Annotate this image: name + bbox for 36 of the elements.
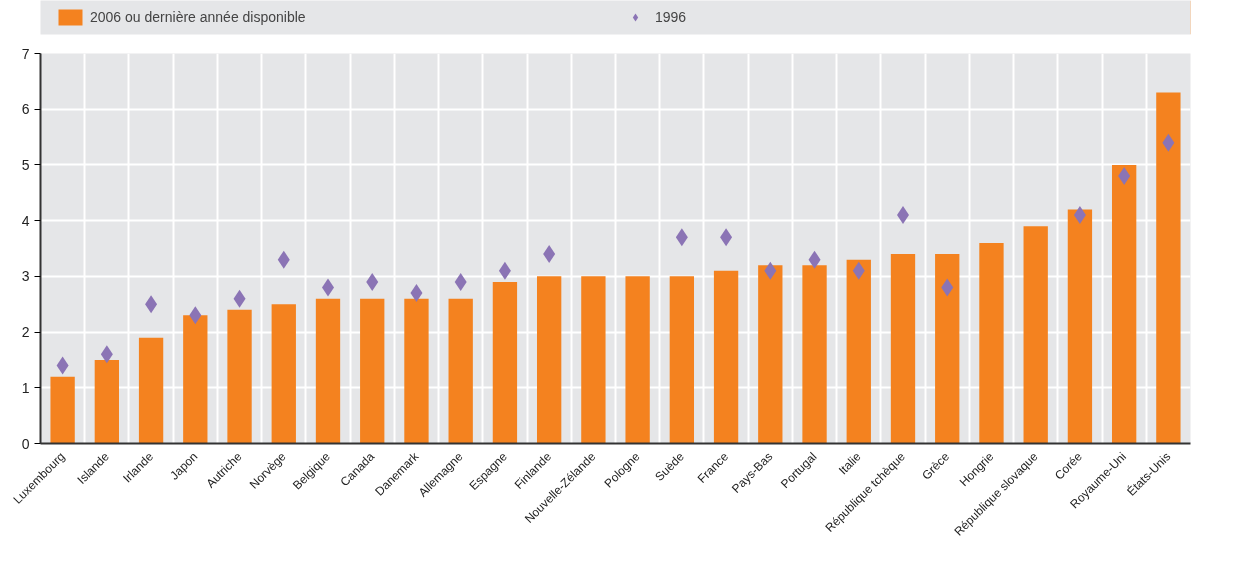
y-tick-label: 0 [21, 435, 30, 452]
y-tick-label: 6 [21, 101, 30, 118]
bar [669, 276, 695, 444]
bar [625, 276, 650, 444]
bar [360, 298, 385, 444]
bar [271, 304, 296, 444]
bar [1067, 209, 1093, 444]
y-tick-label: 4 [21, 212, 30, 229]
bar [448, 298, 473, 444]
bar [890, 254, 916, 444]
bar [138, 337, 164, 444]
y-tick-label: 2 [21, 324, 30, 341]
legend-label: 2006 ou dernière année disponible [90, 9, 307, 25]
bar [713, 270, 739, 444]
bar [802, 265, 827, 444]
y-tick-label: 1 [21, 379, 30, 396]
bar [404, 298, 429, 444]
bar [979, 242, 1004, 444]
bar [50, 376, 75, 444]
y-tick-label: 3 [21, 268, 30, 285]
y-tick-label: 5 [21, 156, 30, 173]
bar [1156, 92, 1181, 444]
bar [227, 309, 252, 444]
bar [846, 259, 871, 444]
bar [536, 276, 562, 444]
bar [94, 359, 120, 444]
bar [492, 281, 518, 444]
bar [581, 276, 606, 444]
legend-label: 1996 [655, 9, 688, 25]
bar [183, 315, 208, 444]
y-tick-label: 7 [21, 45, 30, 62]
bar [1111, 164, 1137, 444]
bar [315, 298, 341, 444]
bar [1023, 226, 1048, 444]
bar [758, 265, 783, 444]
bar [935, 254, 960, 444]
